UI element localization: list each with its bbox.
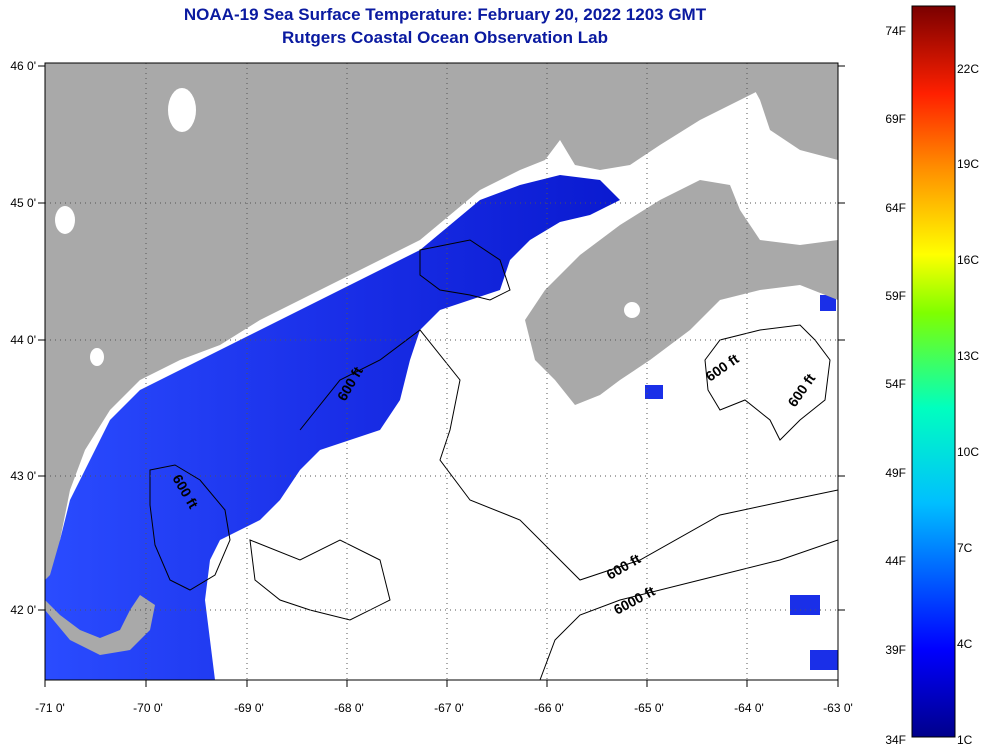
lon-label: -71 0' [35, 701, 65, 715]
map-title: NOAA-19 Sea Surface Temperature: Februar… [183, 5, 707, 24]
lon-label: -64 0' [734, 701, 764, 715]
map-frame [44, 62, 839, 681]
land-nova-scotia [525, 180, 838, 405]
sst-patch [820, 295, 836, 311]
bathymetry-contours [149, 239, 838, 680]
colorbar-f-label: 54F [885, 377, 906, 391]
lake [55, 206, 75, 234]
graticule [45, 63, 838, 680]
lake [90, 348, 104, 366]
ticks [38, 65, 845, 687]
colorbar-f-label: 34F [885, 733, 906, 747]
colorbar-f-label: 39F [885, 643, 906, 657]
land-pei [740, 63, 838, 160]
colorbar-c-label: 4C [957, 637, 973, 651]
colorbar-f-label: 44F [885, 554, 906, 568]
lon-label: -70 0' [133, 701, 163, 715]
lon-label: -69 0' [234, 701, 264, 715]
colorbar-c-label: 19C [957, 157, 979, 171]
lon-label: -68 0' [334, 701, 364, 715]
lat-label: 44 0' [10, 333, 36, 347]
sst-patch [790, 595, 820, 615]
sst-patch [645, 385, 663, 399]
lon-label: -65 0' [634, 701, 664, 715]
land-new-brunswick [560, 63, 838, 170]
land-cape-cod [45, 595, 155, 655]
colorbar-c-label: 16C [957, 253, 979, 267]
sst-patch [810, 650, 838, 670]
lake [624, 302, 640, 318]
map-subtitle: Rutgers Coastal Ocean Observation Lab [282, 28, 608, 47]
lat-label: 43 0' [10, 469, 36, 483]
lat-label: 45 0' [10, 196, 36, 210]
colorbar-c-label: 10C [957, 445, 979, 459]
colorbar-c-label: 22C [957, 62, 979, 76]
lake [168, 88, 196, 132]
sst-field [45, 175, 620, 680]
colorbar-f-label: 49F [885, 466, 906, 480]
lon-label: -66 0' [534, 701, 564, 715]
lat-label: 46 0' [10, 59, 36, 73]
land-new-england [45, 63, 560, 580]
colorbar-f-label: 59F [885, 289, 906, 303]
colorbar-f-label: 69F [885, 112, 906, 126]
colorbar-f-label: 74F [885, 24, 906, 38]
colorbar-c-label: 1C [957, 733, 973, 747]
lon-label: -63 0' [823, 701, 853, 715]
colorbar [911, 5, 956, 738]
lat-label: 42 0' [10, 603, 36, 617]
colorbar-c-label: 13C [957, 349, 979, 363]
lon-label: -67 0' [434, 701, 464, 715]
colorbar-f-label: 64F [885, 201, 906, 215]
colorbar-c-label: 7C [957, 541, 973, 555]
